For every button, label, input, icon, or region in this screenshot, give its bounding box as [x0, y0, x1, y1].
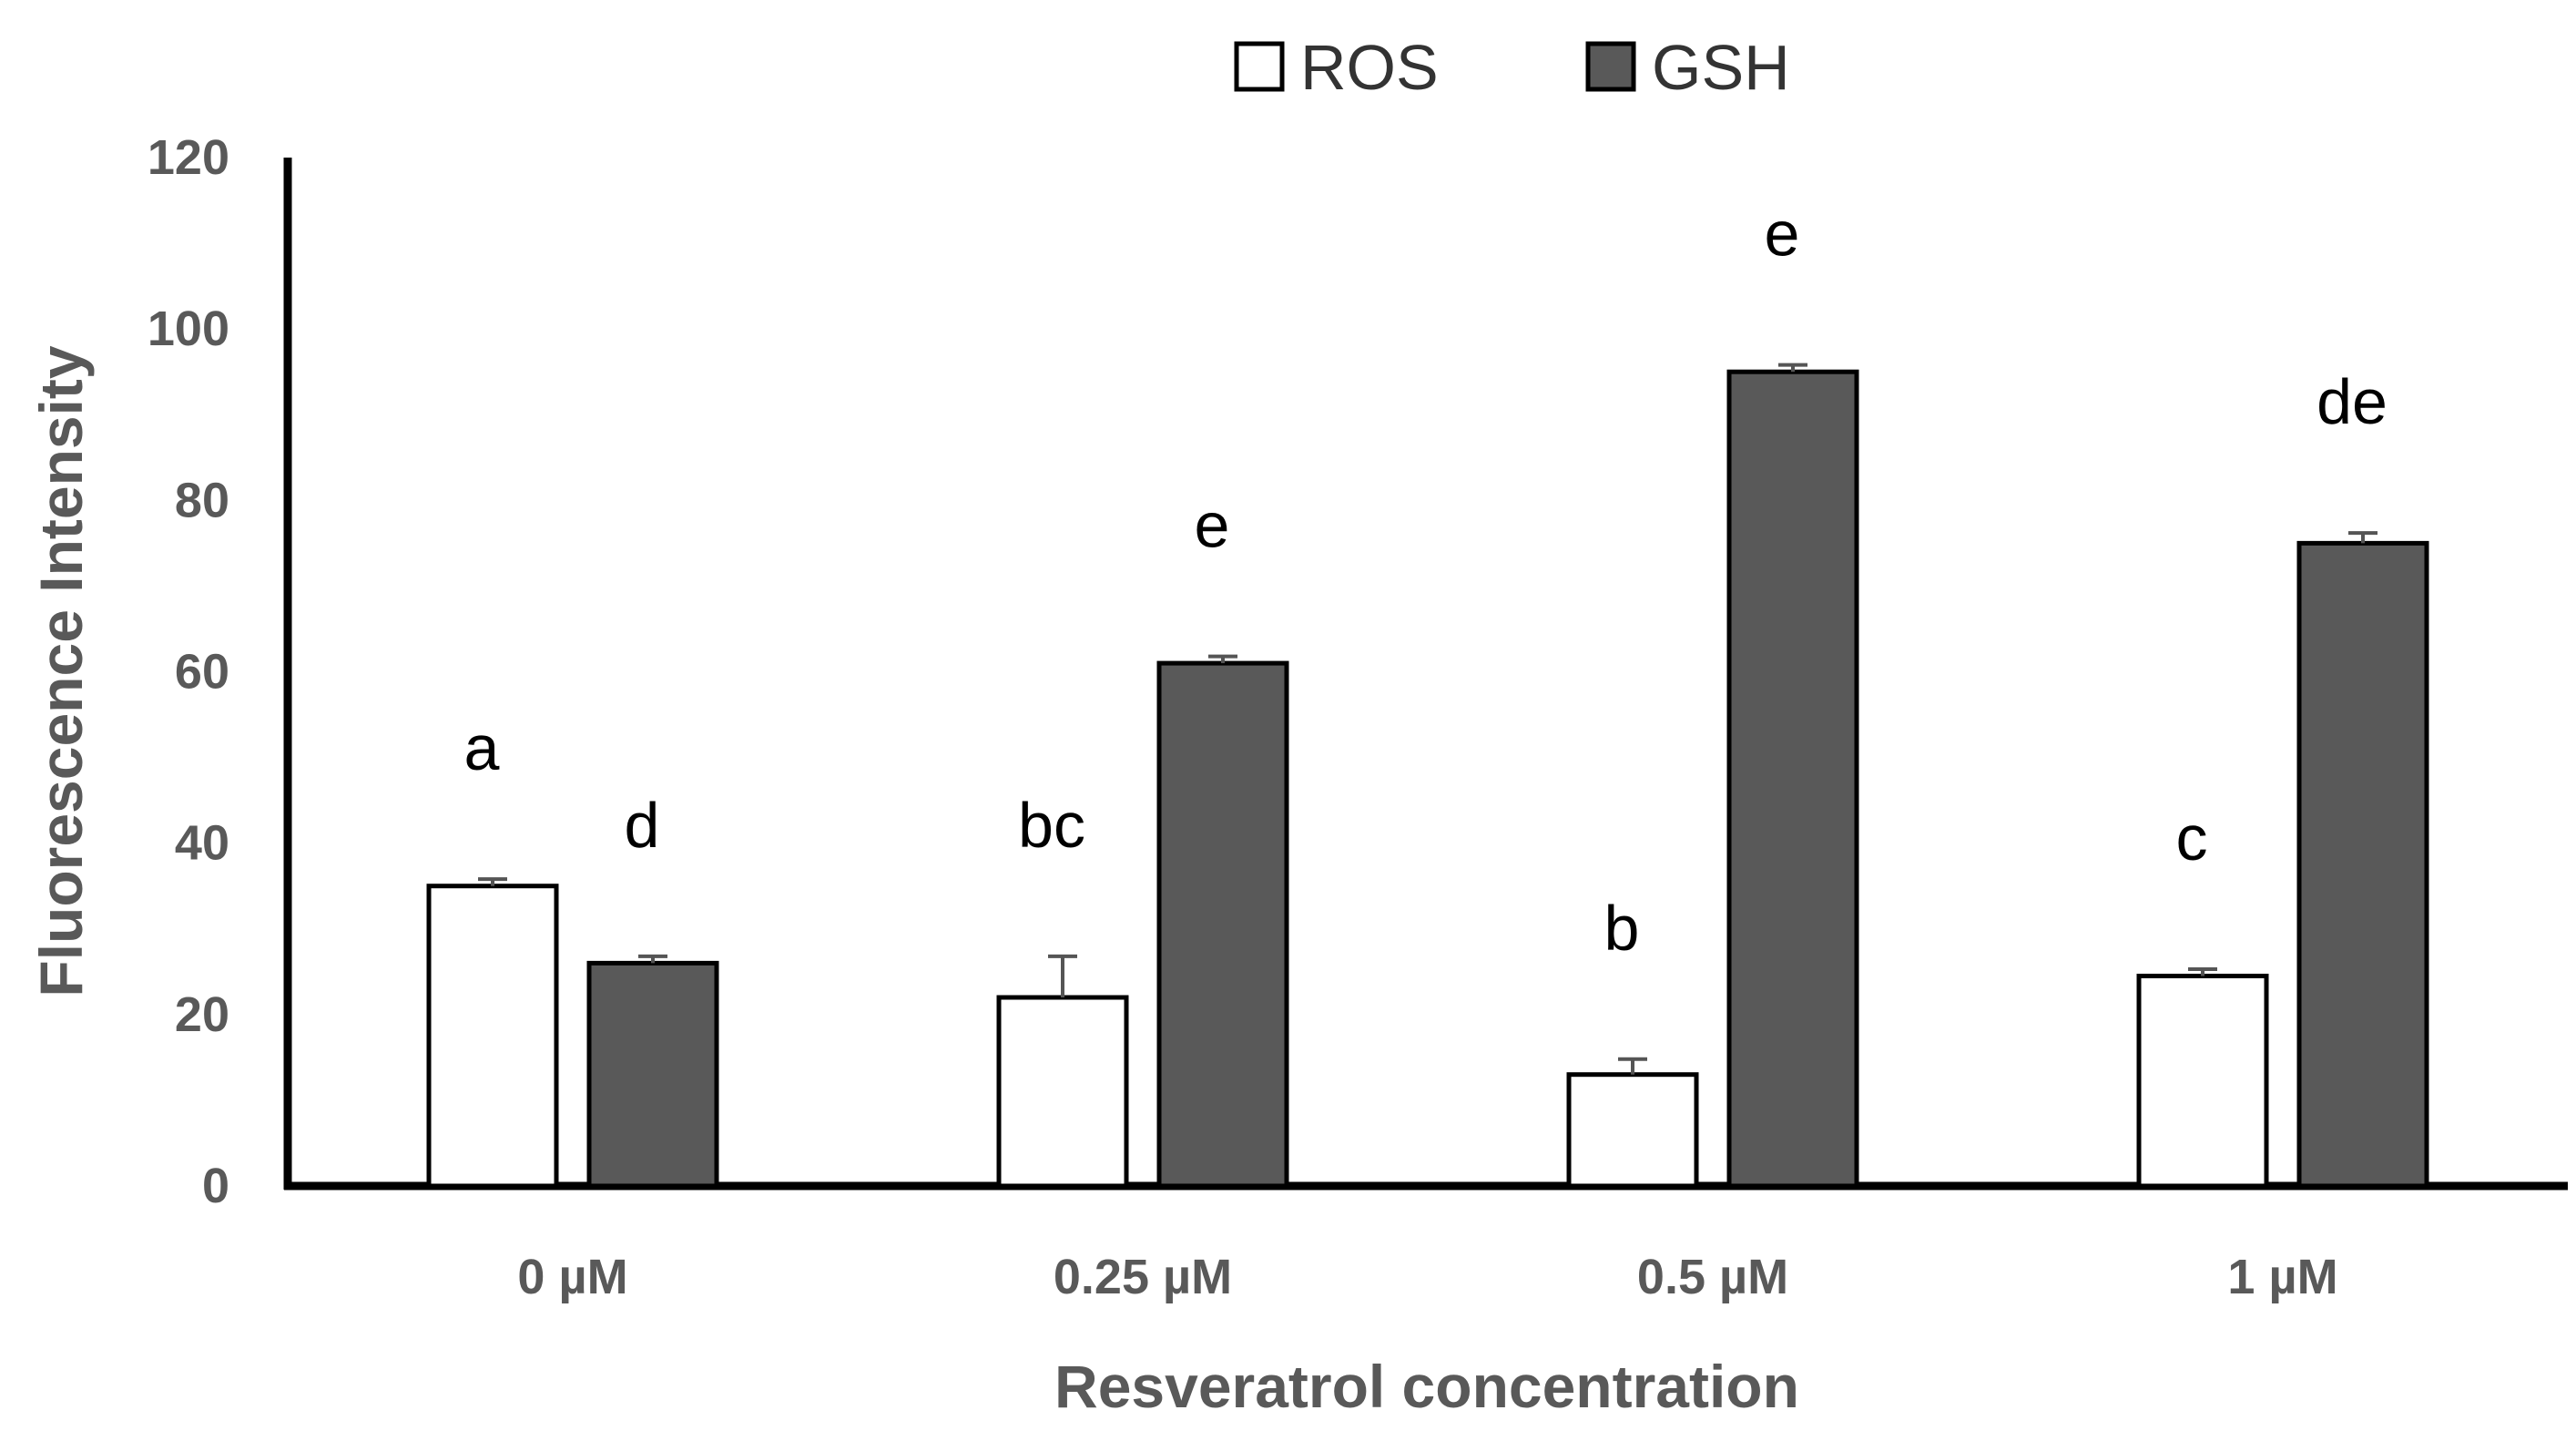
y-tick-labels: 0 20 40 60 80 100 120	[148, 130, 229, 1213]
y-tick-label: 20	[175, 987, 229, 1042]
x-tick-label: 0.25 µM	[1054, 1250, 1232, 1304]
x-tick-labels: 0 µM 0.25 µM 0.5 µM 1 µM	[517, 1250, 2337, 1304]
bar-gsh	[1726, 369, 1859, 1189]
x-tick-label: 1 µM	[2227, 1250, 2337, 1304]
y-tick-label: 120	[148, 130, 229, 185]
y-tick-label: 60	[175, 645, 229, 700]
significance-label: b	[1604, 893, 1640, 964]
legend: ROS GSH	[1234, 32, 1790, 103]
legend-label-gsh: GSH	[1652, 32, 1790, 103]
x-axis-title: Resveratrol concentration	[1054, 1353, 1799, 1420]
significance-label: de	[2316, 366, 2388, 437]
y-tick-label: 80	[175, 473, 229, 527]
significance-label: d	[625, 790, 660, 861]
significance-label: e	[1765, 199, 1800, 270]
x-tick-label: 0 µM	[517, 1250, 627, 1304]
legend-swatch-ros	[1234, 41, 1285, 92]
bar-gsh	[2296, 540, 2429, 1189]
x-tick-label: 0.5 µM	[1637, 1250, 1788, 1304]
bar-ros	[996, 995, 1129, 1189]
significance-label: bc	[1018, 790, 1085, 861]
significance-label: c	[2176, 802, 2208, 874]
significance-label: e	[1195, 490, 1230, 561]
bar-gsh	[586, 960, 719, 1189]
bar-gsh	[1156, 660, 1289, 1189]
y-tick-label: 40	[175, 816, 229, 871]
y-tick-label: 100	[148, 301, 229, 356]
significance-label: a	[464, 712, 500, 783]
bar-ros	[1566, 1072, 1699, 1189]
y-axis-title: Fluorescence Intensity	[27, 345, 95, 997]
bars-group: a d bc e b e c de	[426, 199, 2429, 1189]
bar-ros	[426, 884, 559, 1189]
legend-label-ros: ROS	[1300, 32, 1439, 103]
bar-ros	[2136, 973, 2269, 1189]
legend-swatch-gsh	[1585, 41, 1636, 92]
y-tick-label: 0	[202, 1159, 229, 1213]
